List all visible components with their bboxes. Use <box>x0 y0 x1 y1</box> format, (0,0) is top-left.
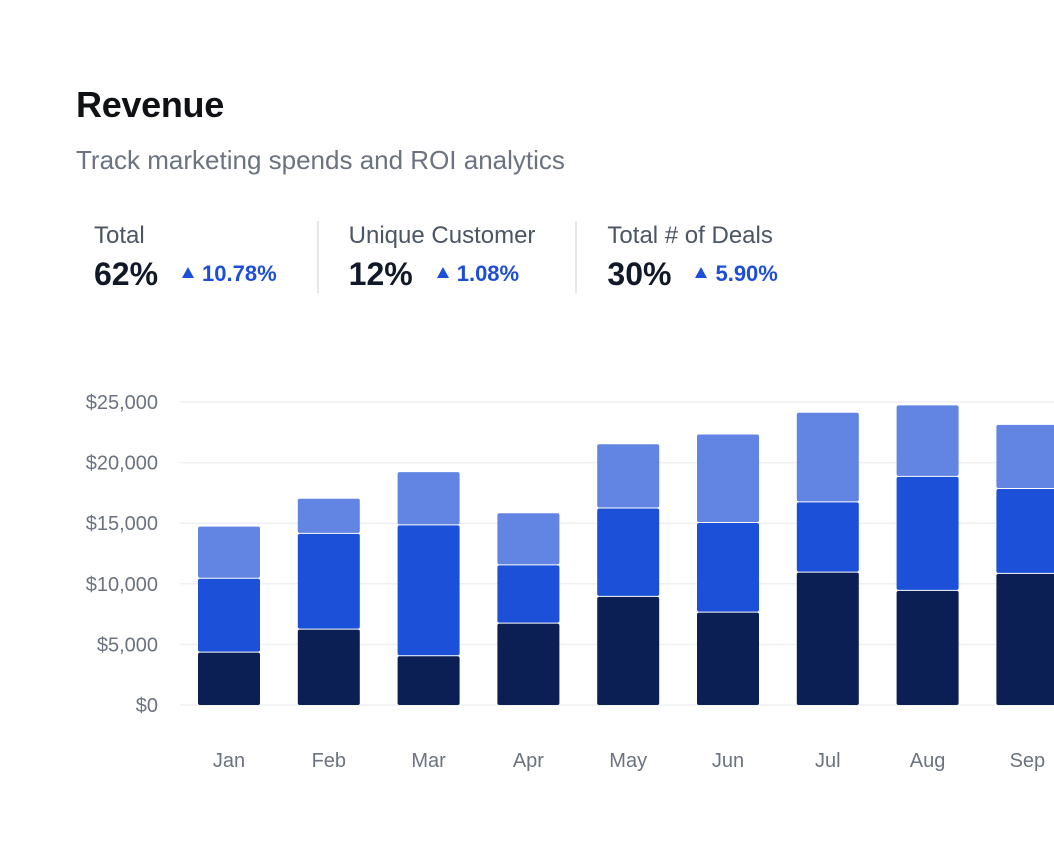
stat-value: 12% <box>348 255 413 292</box>
stat-change-value: 1.08% <box>456 261 520 286</box>
bar-aug-series-2 <box>896 476 959 590</box>
stat-change: 5.90% <box>695 261 778 287</box>
stat-label: Total <box>94 222 145 249</box>
y-tick-label: $10,000 <box>86 574 158 596</box>
page-subtitle: Track marketing spends and ROI analytics <box>76 145 565 175</box>
bar-jul-series-1 <box>796 572 859 705</box>
bar-feb-series-1 <box>297 629 360 705</box>
stat-label: Total # of Deals <box>607 222 773 249</box>
y-tick-label: $15,000 <box>86 513 158 535</box>
stat-change-value: 5.90% <box>715 261 778 286</box>
y-tick-label: $25,000 <box>86 392 158 414</box>
y-tick-label: $5,000 <box>97 634 158 656</box>
bar-sep-series-1 <box>996 573 1054 705</box>
bar-may-series-3 <box>597 444 660 508</box>
x-tick-label: Sep <box>1010 750 1046 772</box>
bar-sep-series-3 <box>996 424 1054 489</box>
bar-jun-series-2 <box>697 522 759 612</box>
bar-feb-series-2 <box>297 533 360 629</box>
page-title: Revenue <box>76 84 224 125</box>
bar-aug-series-3 <box>896 405 959 476</box>
stat-unique-customer: Unique Customer 12% 1.08% <box>316 221 576 293</box>
y-tick-label: $20,000 <box>86 453 158 475</box>
x-tick-label: May <box>609 750 647 772</box>
trend-up-icon <box>182 266 195 278</box>
x-tick-label: Aug <box>910 750 946 772</box>
stat-total: Total 62% 10.78% <box>94 221 317 293</box>
x-tick-label: Apr <box>513 750 544 772</box>
bar-jul-series-2 <box>796 502 859 572</box>
bar-jan-series-1 <box>198 652 260 705</box>
bar-jan-series-3 <box>198 526 260 578</box>
x-tick-label: Jul <box>815 750 841 772</box>
bar-jul-series-3 <box>796 412 859 502</box>
stats-row: Total 62% 10.78% Unique Customer 12% 1.0… <box>94 221 818 293</box>
bar-apr-series-2 <box>497 565 560 623</box>
stat-label: Unique Customer <box>348 222 536 249</box>
bar-feb-series-3 <box>297 498 360 533</box>
bar-sep-series-2 <box>996 489 1054 573</box>
trend-up-icon <box>695 266 708 278</box>
trend-up-icon <box>436 266 449 278</box>
bar-apr-series-1 <box>497 623 560 705</box>
stat-total-deals: Total # of Deals 30% 5.90% <box>575 221 817 293</box>
bar-aug-series-1 <box>896 590 959 705</box>
bar-apr-series-3 <box>497 513 560 565</box>
x-tick-label: Mar <box>411 750 446 772</box>
x-tick-label: Feb <box>312 750 346 772</box>
bar-mar-series-1 <box>397 656 460 705</box>
bar-jan-series-2 <box>198 578 260 652</box>
x-tick-label: Jun <box>712 750 744 772</box>
stat-change: 10.78% <box>182 261 277 287</box>
revenue-bar-chart: $0 $5,000 $10,000 $15,000 $20,000 $25,000 Jan F… <box>86 392 1054 772</box>
stat-change-value: 10.78% <box>202 261 277 286</box>
bar-mar-series-3 <box>397 472 460 525</box>
bar-may-series-1 <box>597 596 660 705</box>
x-tick-label: Jan <box>213 750 245 772</box>
bar-may-series-2 <box>597 508 660 596</box>
bar-jun-series-1 <box>697 612 759 705</box>
stat-value: 30% <box>607 255 672 292</box>
stat-value: 62% <box>94 255 159 292</box>
bar-jun-series-3 <box>697 434 759 522</box>
stat-change: 1.08% <box>436 261 520 287</box>
bar-mar-series-2 <box>397 525 460 656</box>
y-tick-label: $0 <box>136 695 158 717</box>
